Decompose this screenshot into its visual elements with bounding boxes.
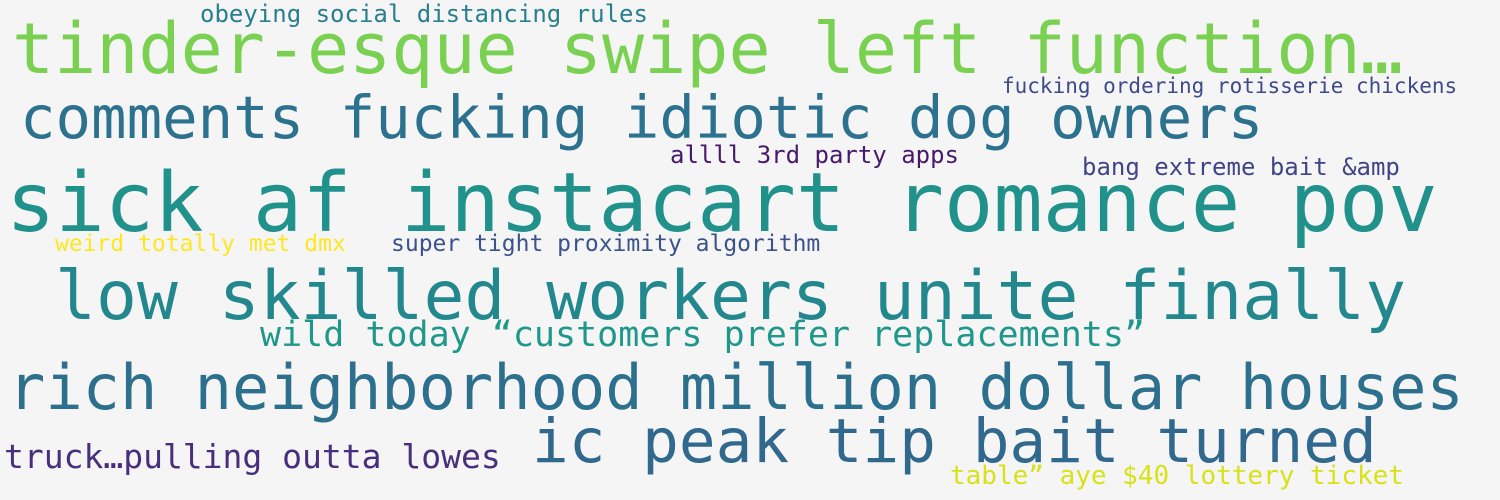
phrase-super-tight-proximity-algorithm: super tight proximity algorithm xyxy=(391,231,821,257)
phrase-wild-today-customers-prefer-replacements: wild today “customers prefer replacement… xyxy=(260,315,1146,355)
phrase-fucking-ordering-rotisserie-chickens: fucking ordering rotisserie chickens xyxy=(1002,74,1458,98)
phrase-weird-totally-met-dmx: weird totally met dmx xyxy=(55,231,346,257)
phrase-table-aye-40-lottery-ticket: table” aye $40 lottery ticket xyxy=(950,461,1404,491)
phrase-tinder-esque-swipe-left-function: tinder-esque swipe left function… xyxy=(12,8,1403,90)
phrase-ic-peak-tip-bait-turned: ic peak tip bait turned xyxy=(532,406,1377,477)
phrase-allll-3rd-party-apps: allll 3rd party apps xyxy=(670,141,959,169)
phrase-truck-pulling-outta-lowes: truck…pulling outta lowes xyxy=(4,437,501,476)
phrase-sick-af-instacart-romance-pov: sick af instacart romance pov xyxy=(6,156,1438,251)
phrase-comments-fucking-idiotic-dog-owners: comments fucking idiotic dog owners xyxy=(20,83,1264,152)
phrase-obeying-social-distancing-rules: obeying social distancing rules xyxy=(200,0,648,28)
phrase-bang-extreme-bait-amp: bang extreme bait &amp xyxy=(1082,153,1400,181)
phrase-rich-neighborhood-million-dollar-houses: rich neighborhood million dollar houses xyxy=(8,351,1464,424)
phrase-low-skilled-workers-unite-finally: low skilled workers unite finally xyxy=(55,257,1407,336)
